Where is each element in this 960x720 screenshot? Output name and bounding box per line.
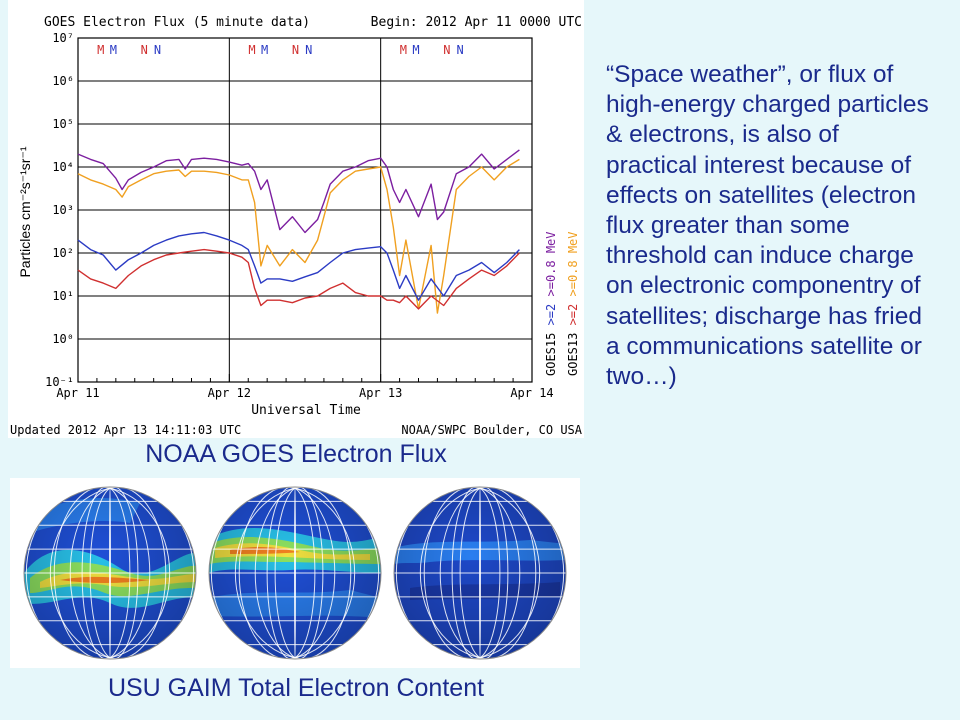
orbit-marker-m: M (261, 43, 268, 57)
orbit-marker-n: N (292, 43, 299, 57)
x-tick-label: Apr 14 (510, 386, 553, 400)
goes-caption: NOAA GOES Electron Flux (145, 440, 447, 468)
goes-electron-flux-chart: GOES Electron Flux (5 minute data) Begin… (10, 15, 583, 437)
legend-entry: GOES13 >=2 >=0.8 MeV (566, 231, 580, 376)
legend-part: GOES15 (544, 333, 558, 376)
legend-entry: GOES15 >=2 >=0.8 MeV (544, 231, 558, 376)
orbit-marker-m: M (400, 43, 407, 57)
legend-part: >=2 (544, 304, 558, 333)
legend-part: >=2 (566, 304, 580, 333)
orbit-marker-n: N (154, 43, 161, 57)
data-source: NOAA/SWPC Boulder, CO USA (401, 423, 582, 437)
series-line-3 (77, 231, 520, 301)
updated-timestamp: Updated 2012 Apr 13 14:11:03 UTC (10, 423, 241, 437)
x-tick-label: Apr 11 (56, 386, 99, 400)
chart-begin-label: Begin: 2012 Apr 11 0000 UTC (371, 15, 582, 30)
x-tick-label: Apr 12 (208, 386, 251, 400)
series-line-2 (77, 158, 520, 314)
y-tick-label: 10¹ (52, 289, 74, 303)
y-tick-label: 10² (52, 246, 74, 260)
orbit-marker-n: N (443, 43, 450, 57)
globe-outline (208, 486, 382, 660)
orbit-marker-n: N (456, 43, 463, 57)
gaim-caption: USU GAIM Total Electron Content (107, 674, 485, 702)
series-line-1 (77, 149, 520, 234)
x-axis-label: Universal Time (251, 403, 361, 418)
space-weather-description: “Space weather”, or flux of high-energy … (606, 61, 929, 391)
x-tick-label: Apr 13 (359, 386, 402, 400)
orbit-marker-n: N (141, 43, 148, 57)
y-tick-label: 10⁶ (52, 74, 74, 88)
orbit-marker-m: M (110, 43, 117, 57)
y-axis-label: Particles cm⁻²s⁻¹sr⁻¹ (17, 146, 33, 277)
y-tick-label: 10⁻¹ (45, 375, 74, 389)
orbit-marker-m: M (412, 43, 419, 57)
globe-outline (23, 486, 197, 660)
orbit-marker-n: N (305, 43, 312, 57)
legend-part: >=0.8 MeV (544, 231, 558, 303)
tec-globes-panel (10, 478, 580, 668)
y-tick-label: 10⁴ (52, 160, 74, 174)
globe-outline (393, 486, 567, 660)
series-line-4 (77, 248, 520, 310)
y-tick-label: 10⁷ (52, 31, 74, 45)
legend-part: GOES13 (566, 333, 580, 376)
y-tick-label: 10³ (52, 203, 74, 217)
tec-globes-image (23, 486, 567, 660)
chart-title: GOES Electron Flux (5 minute data) (44, 15, 310, 30)
legend-part: >=0.8 MeV (566, 231, 580, 303)
y-tick-label: 10⁵ (52, 117, 74, 131)
orbit-marker-m: M (248, 43, 255, 57)
globe-grid-lines (23, 486, 567, 660)
goes-chart-panel: GOES Electron Flux (5 minute data) Begin… (8, 0, 584, 438)
orbit-marker-m: M (97, 43, 104, 57)
y-tick-label: 10⁰ (52, 332, 74, 346)
